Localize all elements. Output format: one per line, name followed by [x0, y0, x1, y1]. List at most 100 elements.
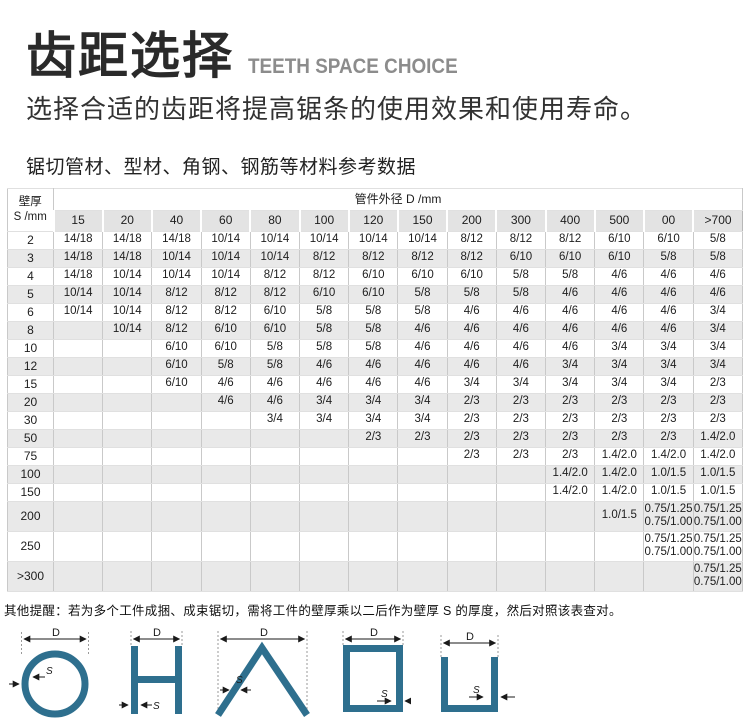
- pitch-cell: 10/14: [249, 248, 301, 268]
- pitch-cell: 10/14: [102, 302, 153, 322]
- pitch-cell: 5/8: [348, 338, 399, 358]
- angle-steel-diagram: D S: [215, 627, 310, 717]
- pitch-cell: [594, 530, 645, 562]
- thickness-label: S: [153, 701, 160, 712]
- pitch-cell: 6/10: [446, 266, 497, 286]
- table-row: 5 10/14 10/14 8/12 8/12 8/12 6/10 6/10 5/8 5/8 5/8…: [7, 284, 744, 304]
- pitch-cell: 14/18: [52, 248, 104, 268]
- table-row: 12 6/10 5/8 5/8 4/6 4/6 4/6 4/6 4/6 3/4 3/4 3/4 3/4: [7, 356, 744, 376]
- h-beam-right-flange: [175, 645, 182, 714]
- pitch-cell: 3/4: [545, 356, 596, 376]
- angle-shape: [215, 641, 310, 717]
- row-header-wall-thickness: 75: [7, 446, 54, 466]
- pitch-cell: 0.75/1.25 0.75/1.00: [692, 530, 744, 562]
- diameter-col-header: 300: [495, 209, 546, 232]
- span-header-row: 壁厚 S /mm 管件外径 D /mm: [7, 187, 743, 232]
- pitch-cell: [102, 428, 153, 448]
- table-row: 8 10/14 8/12 6/10 6/10 5/8 5/8 4/6 4/6 4/6 4/6 4/6 4…: [7, 320, 744, 340]
- diameter-col-header: 80: [249, 209, 300, 232]
- pitch-cell: 4/6: [643, 320, 694, 340]
- pitch-cell: 10/14: [200, 230, 251, 250]
- pitch-cell: [151, 500, 202, 532]
- table-row: 50 2/3 2/3 2/3 2/3 2/3 2/3 2/3 1.4/2.0: [7, 428, 744, 448]
- pitch-cell: 2/3: [692, 410, 744, 430]
- dimension-label: D: [370, 627, 378, 639]
- pitch-cell: [151, 428, 202, 448]
- pitch-cell: 5/8: [200, 356, 251, 376]
- pitch-cell: 10/14: [348, 230, 399, 250]
- pitch-cell: [102, 392, 153, 412]
- u-channel-diagram: D S: [440, 631, 515, 712]
- table-row: 3 14/18 14/18 10/14 10/14 10/14 8/12 8/12 8/12 8/…: [7, 248, 744, 268]
- pitch-cell: 3/4: [643, 356, 694, 376]
- pitch-cell: [102, 410, 153, 430]
- pitch-cell: [348, 464, 399, 484]
- pitch-cell: 5/8: [299, 302, 350, 322]
- pitch-cell: [495, 500, 547, 532]
- col-header-outer-diameter: 管件外径 D /mm: [53, 187, 743, 211]
- pitch-cell: 8/12: [200, 302, 251, 322]
- pitch-cell: 4/6: [692, 284, 744, 304]
- row-header-wall-thickness: 6: [7, 302, 54, 322]
- pitch-cell: [299, 428, 350, 448]
- pitch-cell: 4/6: [594, 284, 645, 304]
- pitch-cell: [52, 356, 104, 376]
- table-row: 100 1.4/2.0 1.4/2.0 1.0/1.5 1.0/1.5: [7, 464, 744, 484]
- pitch-cell: 10/14: [200, 248, 251, 268]
- table-row: 15 6/10 4/6 4/6 4/6 4/6 4/6 3/4 3/4 3/4 3/4 3/4 2/3: [7, 374, 744, 394]
- wall-thickness-line2: S /mm: [13, 210, 47, 223]
- pitch-cell: 4/6: [495, 320, 547, 340]
- pitch-cell: 4/6: [299, 356, 350, 376]
- pitch-cell: 6/10: [495, 248, 547, 268]
- table-head: 壁厚 S /mm 管件外径 D /mm 15 20 40 60 80 100 120 150 20…: [7, 187, 743, 232]
- pitch-cell: [249, 446, 301, 466]
- row-header-wall-thickness: 12: [7, 356, 54, 376]
- pitch-cell: [200, 464, 251, 484]
- pitch-cell: 4/6: [249, 392, 301, 412]
- pitch-cell: [102, 560, 153, 592]
- thickness-label: S: [236, 675, 243, 686]
- pitch-cell: 4/6: [545, 284, 596, 304]
- title-en: TEETH SPACE CHOICE: [248, 55, 458, 78]
- diameter-col-header: 40: [150, 209, 202, 232]
- pitch-cell: [52, 338, 104, 358]
- pitch-cell: 3/4: [348, 410, 399, 430]
- pitch-cell: 5/8: [299, 320, 350, 340]
- pitch-cell: 1.4/2.0: [594, 446, 645, 466]
- pitch-cell: 2/3: [495, 446, 547, 466]
- pitch-cell: 4/6: [249, 374, 301, 394]
- h-beam-diagram: D S: [119, 627, 183, 714]
- pitch-cell: 4/6: [446, 302, 497, 322]
- pitch-cell: 2/3: [446, 446, 497, 466]
- pitch-cell: 2/3: [348, 428, 399, 448]
- pitch-cell: 5/8: [348, 320, 399, 340]
- thickness-label: S: [381, 689, 388, 700]
- square-tube-diagram: D S: [342, 627, 411, 712]
- pitch-cell: 3/4: [249, 410, 301, 430]
- page-title: 齿距选择 TEETH SPACE CHOICE: [26, 30, 750, 83]
- pitch-cell: [200, 428, 251, 448]
- pitch-cell: 6/10: [545, 248, 596, 268]
- pitch-cell: 6/10: [594, 230, 645, 250]
- pitch-cell: 1.0/1.5: [643, 482, 694, 502]
- pitch-cell: 3/4: [397, 392, 448, 412]
- pitch-cell: 6/10: [249, 302, 301, 322]
- h-beam-web: [138, 675, 175, 683]
- pitch-cell: 4/6: [397, 338, 448, 358]
- pitch-cell: 1.4/2.0: [643, 446, 694, 466]
- pitch-cell: 4/6: [446, 338, 497, 358]
- pitch-cell: 4/6: [545, 320, 596, 340]
- pitch-cell: [200, 530, 251, 562]
- pitch-cell: 8/12: [249, 284, 301, 304]
- pitch-cell: 4/6: [495, 302, 547, 322]
- pitch-cell: 4/6: [446, 356, 497, 376]
- pipe-ring-shape: [21, 650, 89, 718]
- diameter-col-header: 200: [446, 209, 497, 232]
- pitch-cell: [397, 464, 448, 484]
- row-header-wall-thickness: 50: [7, 428, 54, 448]
- pitch-cell: 3/4: [446, 374, 497, 394]
- pitch-cell: [249, 500, 301, 532]
- pitch-cell: 2/3: [594, 428, 645, 448]
- pitch-cell: 10/14: [102, 320, 153, 340]
- row-header-wall-thickness: 150: [7, 482, 54, 502]
